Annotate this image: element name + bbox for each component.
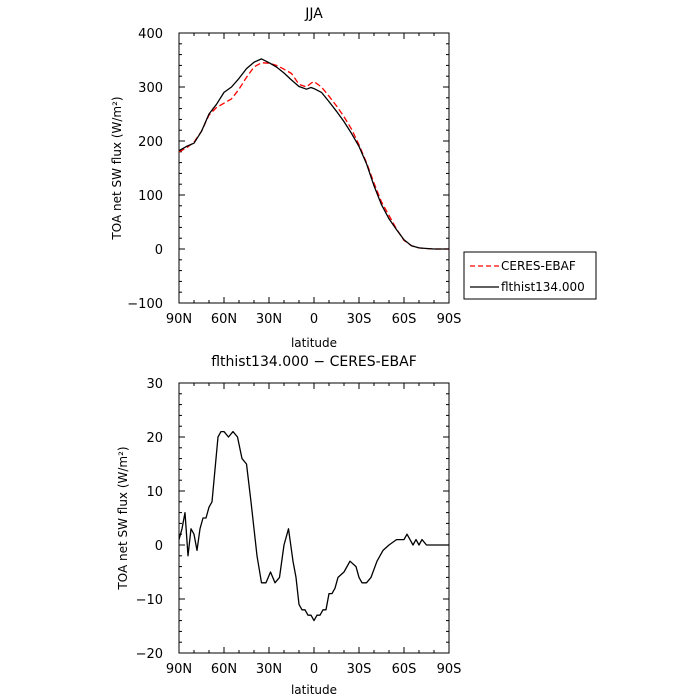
top-x-tick-label: 90S: [437, 312, 462, 327]
bottom-y-tick-label: −20: [136, 647, 163, 662]
top-x-tick-label: 60N: [211, 312, 237, 327]
bottom-y-tick-label: 0: [155, 539, 163, 554]
legend-label-model: flthist134.000: [501, 280, 585, 294]
top-x-axis-title: latitude: [291, 336, 337, 350]
bottom-x-tick-label: 60S: [392, 662, 417, 677]
bottom-x-tick-label: 0: [310, 662, 318, 677]
top-series-line-0: [178, 62, 449, 250]
legend-box: [463, 251, 597, 300]
top-x-tick-label: 60S: [392, 312, 417, 327]
bottom-y-tick-label: 10: [146, 485, 163, 500]
bottom-panel: flthist134.000 − CERES-EBAF 90N 60N 30N 0 30…: [116, 354, 461, 697]
bottom-y-tick-label: 30: [146, 377, 163, 392]
bottom-y-axis-title: TOA net SW flux (W/m²): [116, 446, 130, 590]
top-y-tick-label: 300: [138, 81, 163, 96]
top-series-line-1: [178, 58, 449, 250]
bottom-x-tick-label: 30S: [347, 662, 372, 677]
top-y-axis-title: TOA net SW flux (W/m²): [110, 96, 124, 240]
top-y-tick-label: 200: [138, 135, 163, 150]
bottom-y-tick-label: 20: [146, 431, 163, 446]
top-plot-frame: [178, 32, 450, 304]
top-x-tick-label: 30N: [256, 312, 282, 327]
bottom-plot-frame: [178, 382, 450, 654]
bottom-series-line-0: [178, 430, 449, 622]
bottom-x-axis-title: latitude: [291, 683, 337, 697]
legend: CERES-EBAF flthist134.000: [463, 251, 597, 300]
bottom-y-tick-label: −10: [136, 593, 163, 608]
top-panel: JJA 90N 60N 30N 0 30S 60S 90S −100 0 100 200 300 40…: [110, 6, 461, 350]
bottom-x-tick-label: 30N: [256, 662, 282, 677]
legend-label-ceres: CERES-EBAF: [501, 259, 576, 273]
top-y-tick-label: 0: [155, 243, 163, 258]
bottom-chart-title: flthist134.000 − CERES-EBAF: [211, 354, 417, 370]
top-y-tick-label: 100: [138, 189, 163, 204]
bottom-x-tick-label: 90N: [166, 662, 192, 677]
top-y-tick-label: −100: [127, 297, 163, 312]
top-chart-title: JJA: [304, 6, 323, 22]
top-x-tick-label: 90N: [166, 312, 192, 327]
bottom-x-tick-label: 90S: [437, 662, 462, 677]
top-x-tick-label: 0: [310, 312, 318, 327]
top-y-tick-label: 400: [138, 27, 163, 42]
top-x-tick-label: 30S: [347, 312, 372, 327]
bottom-x-tick-label: 60N: [211, 662, 237, 677]
